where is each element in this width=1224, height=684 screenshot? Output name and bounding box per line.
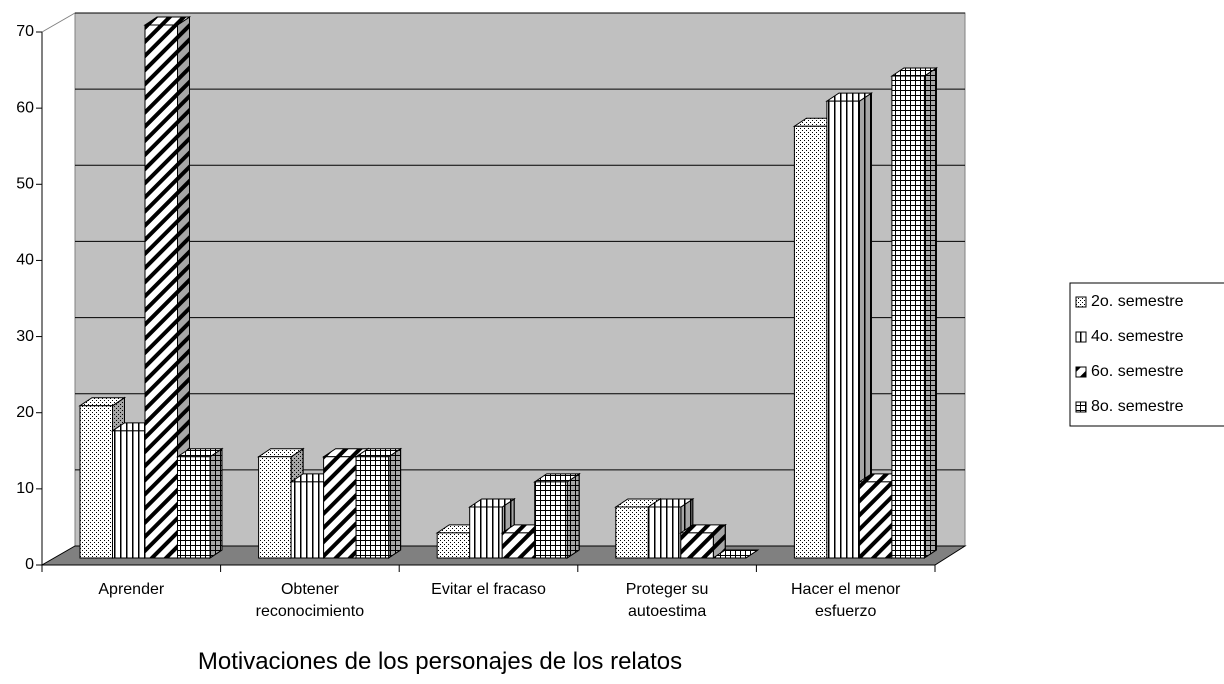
bar-side-shade bbox=[209, 447, 223, 559]
legend-swatch bbox=[1075, 296, 1087, 308]
legend bbox=[1069, 282, 1224, 427]
legend-label: 8o. semestre bbox=[1091, 398, 1184, 415]
bar-front bbox=[177, 456, 211, 559]
legend-swatch bbox=[1075, 401, 1087, 413]
bar bbox=[890, 67, 939, 559]
x-tick-label: Aprender bbox=[98, 581, 165, 598]
bar bbox=[711, 549, 760, 559]
bar bbox=[533, 472, 581, 559]
bar-front bbox=[534, 481, 568, 559]
bar-front bbox=[112, 430, 146, 559]
bar-front bbox=[615, 506, 649, 559]
y-tick-label: 40 bbox=[16, 252, 34, 269]
left-wall-edge bbox=[41, 12, 76, 33]
legend-label: 2o. semestre bbox=[1091, 293, 1184, 310]
x-tick-label: Hacer el menor esfuerzo bbox=[791, 581, 901, 620]
bar-side-shade bbox=[388, 447, 402, 559]
y-tick-label: 10 bbox=[16, 480, 34, 497]
bar-front bbox=[891, 75, 925, 559]
y-tick-label: 50 bbox=[16, 176, 34, 193]
bar-front bbox=[501, 532, 536, 559]
bar bbox=[679, 523, 727, 559]
bar-front bbox=[258, 456, 292, 559]
bar-front bbox=[355, 456, 390, 559]
y-tick-label: 30 bbox=[16, 328, 34, 345]
bar-front bbox=[680, 532, 714, 559]
legend-swatch bbox=[1075, 331, 1087, 343]
y-tick-label: 60 bbox=[16, 99, 34, 116]
x-tick-label: Proteger su autoestima bbox=[625, 581, 709, 620]
bar bbox=[354, 447, 403, 559]
bar-front bbox=[858, 481, 893, 559]
bar-front bbox=[826, 100, 860, 559]
bar bbox=[175, 447, 224, 559]
bar-front bbox=[290, 481, 325, 559]
bar-side-shade bbox=[566, 472, 580, 559]
bar-side-shade bbox=[923, 67, 937, 559]
bar-top bbox=[711, 549, 760, 559]
x-tick-label: Obtener reconocimiento bbox=[255, 581, 365, 620]
legend-label: 4o. semestre bbox=[1091, 328, 1184, 345]
bar-front bbox=[647, 506, 682, 559]
y-tick-label: 0 bbox=[25, 556, 34, 573]
bar-front bbox=[469, 506, 503, 559]
bar-front bbox=[323, 456, 357, 559]
y-tick-label: 70 bbox=[16, 23, 34, 40]
bar-front bbox=[144, 24, 178, 559]
bar-front bbox=[79, 405, 113, 559]
bar bbox=[143, 16, 192, 559]
legend-swatch bbox=[1075, 366, 1087, 378]
y-tick-label: 20 bbox=[16, 404, 34, 421]
bar-front bbox=[436, 532, 471, 559]
x-tick-label: Evitar el fracaso bbox=[431, 581, 546, 598]
legend-label: 6o. semestre bbox=[1091, 363, 1184, 380]
bar-front bbox=[793, 125, 828, 559]
x-axis-title: Motivaciones de los personajes de los re… bbox=[197, 648, 683, 675]
